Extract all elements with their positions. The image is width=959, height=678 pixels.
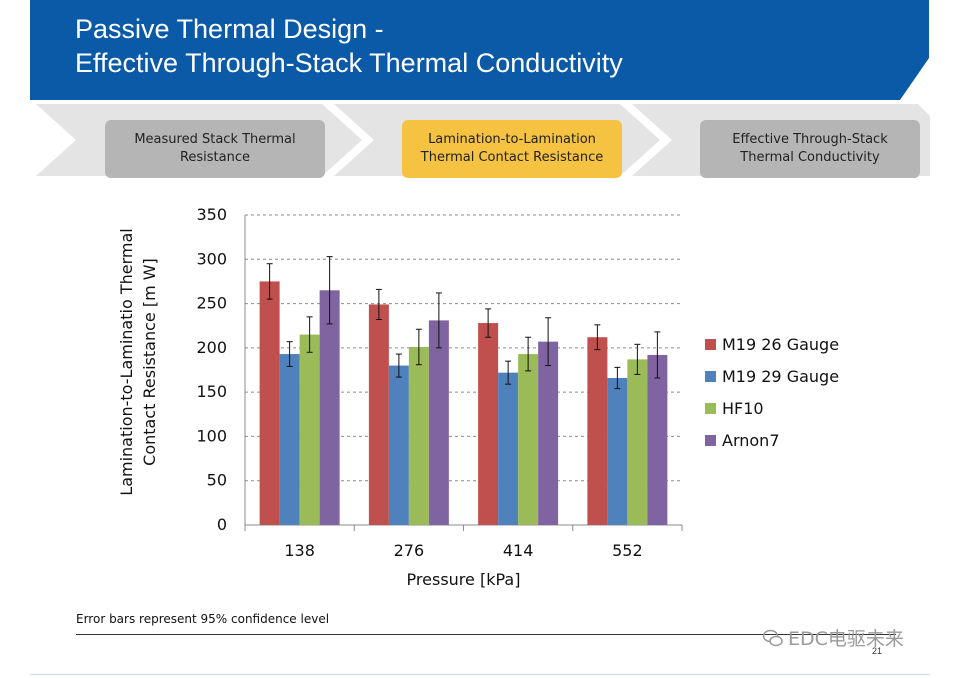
legend-swatch: [705, 339, 716, 350]
x-tick-label: 138: [284, 541, 315, 560]
page-number: 21: [872, 646, 883, 656]
step-line1: Lamination-to-Lamination: [428, 132, 596, 147]
footer-divider: [76, 634, 896, 635]
y-tick-label: 350: [196, 205, 227, 224]
bar-m19-29-gauge: [607, 377, 628, 525]
step-line2: Resistance: [179, 150, 251, 165]
y-tick-label: 250: [196, 294, 227, 313]
bar-m19-26-gauge: [478, 323, 499, 525]
process-step-measured-resistance: Measured Stack Thermal Resistance: [105, 120, 325, 178]
bar-m19-29-gauge: [498, 372, 519, 525]
step-line1: Measured Stack Thermal: [134, 132, 296, 147]
legend-swatch: [705, 403, 716, 414]
bar-chart: 0 50 100 150 200 250 300 350 138 276 414 552 Pressur…: [117, 205, 839, 589]
bar-m19-29-gauge: [279, 354, 300, 525]
step-line2: Thermal Contact Resistance: [420, 150, 604, 165]
legend-swatch: [705, 371, 716, 382]
bar-hf10: [408, 346, 429, 525]
bar-arnon7: [647, 354, 668, 525]
y-axis-label-line2: Contact Resistance [m W]: [140, 258, 159, 466]
page-title-line1: Passive Thermal Design -: [75, 14, 384, 44]
bar-m19-29-gauge: [388, 365, 409, 525]
bar-arnon7: [428, 320, 449, 525]
legend-swatch: [705, 435, 716, 446]
bottom-rule: [30, 674, 930, 675]
y-axis-label-line1: Lamination-to-Laminatio Thermal: [117, 228, 136, 495]
bar-hf10: [299, 334, 320, 525]
x-tick-label: 414: [503, 541, 534, 560]
error-bar-note: Error bars represent 95% confidence leve…: [76, 612, 330, 626]
bar-hf10: [627, 359, 648, 525]
y-tick-label: 300: [196, 249, 227, 268]
bar-m19-26-gauge: [587, 337, 608, 525]
watermark-text: EDC电驱未来: [788, 628, 904, 650]
page-title-line2: Effective Through-Stack Thermal Conducti…: [75, 48, 623, 78]
legend-label: M19 29 Gauge: [722, 367, 839, 386]
y-tick-label: 0: [217, 515, 227, 534]
bar-m19-26-gauge: [368, 304, 389, 525]
bar-arnon7: [538, 341, 559, 525]
bar-m19-26-gauge: [259, 281, 280, 525]
watermark: EDC电驱未来: [762, 624, 904, 651]
legend-label: M19 26 Gauge: [722, 335, 839, 354]
title-banner: [30, 0, 929, 100]
step-line2: Thermal Conductivity: [740, 150, 880, 165]
bar-hf10: [518, 354, 539, 525]
x-axis-label: Pressure [kPa]: [407, 570, 521, 589]
chat-bubbles-icon: [762, 629, 783, 646]
process-step-contact-resistance: Lamination-to-Lamination Thermal Contact …: [402, 120, 622, 178]
y-tick-label: 150: [196, 382, 227, 401]
step-line1: Effective Through-Stack: [732, 132, 888, 147]
y-tick-label: 100: [196, 426, 227, 445]
legend-label: Arnon7: [722, 431, 780, 450]
x-tick-label: 276: [394, 541, 425, 560]
process-step-thermal-conductivity: Effective Through-Stack Thermal Conductiv…: [700, 120, 920, 178]
y-tick-label: 50: [207, 471, 227, 490]
bar-arnon7: [319, 290, 340, 525]
y-tick-label: 200: [196, 338, 227, 357]
legend-label: HF10: [722, 399, 764, 418]
x-tick-label: 552: [612, 541, 643, 560]
